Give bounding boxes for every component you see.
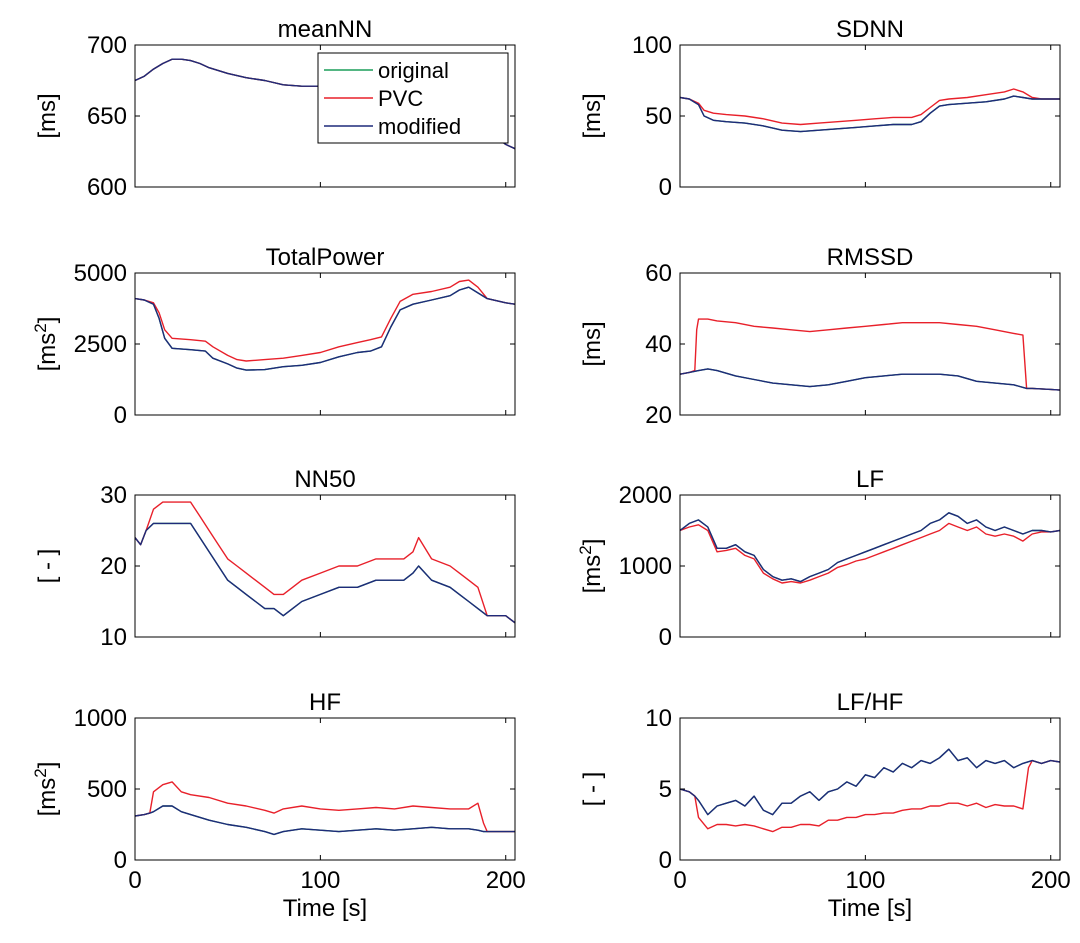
y-tick-label: 1000	[619, 553, 672, 580]
series-line-modified	[135, 286, 515, 371]
x-tick-label: 100	[845, 867, 885, 894]
x-tick-label: 200	[486, 867, 526, 894]
series-line-original	[135, 286, 515, 371]
y-tick-label: 0	[114, 847, 127, 874]
series-group	[680, 512, 1060, 584]
series-line-modified	[680, 368, 1060, 391]
series-line-original	[680, 748, 1060, 816]
y-axis-label: [ms]	[579, 321, 606, 366]
series-group	[135, 279, 515, 371]
x-tick-label: 0	[128, 867, 141, 894]
y-tick-label: 50	[645, 103, 672, 130]
y-axis-label: [ms]	[579, 93, 606, 138]
y-tick-label: 0	[114, 402, 127, 429]
legend-entry: modified	[378, 114, 461, 139]
x-tick-label: 0	[673, 867, 686, 894]
subplot-title: SDNN	[836, 16, 904, 43]
x-tick-label: 200	[1031, 867, 1071, 894]
series-group	[135, 501, 515, 624]
y-tick-label: 500	[87, 776, 127, 803]
series-line-original	[680, 368, 1060, 391]
series-line-pvc	[680, 759, 1060, 833]
y-tick-label: 700	[87, 32, 127, 59]
legend: original PVC modified	[317, 52, 509, 144]
y-tick-label: 2500	[74, 331, 127, 358]
series-line-modified	[680, 748, 1060, 816]
y-axis-label: [ - ]	[579, 772, 606, 807]
series-line-pvc	[135, 501, 515, 624]
y-tick-label: 20	[645, 402, 672, 429]
subplot-lf: 0 1000 2000 LF [ms2]	[576, 466, 1061, 651]
series-group	[680, 318, 1060, 391]
legend-entry: original	[378, 58, 449, 83]
subplot-rmssd: 20 40 60 RMSSD [ms]	[579, 244, 1061, 429]
subplot-hf: 0 500 1000 0 100 200 HF [ms2] Time [s]	[31, 689, 526, 922]
x-axis-label: Time [s]	[828, 895, 912, 922]
series-group	[680, 88, 1060, 133]
axes-box	[134, 272, 516, 416]
series-line-original	[680, 512, 1060, 583]
subplot-title: HF	[309, 689, 341, 716]
subplot-title: RMSSD	[827, 244, 914, 271]
y-axis-label: [ms2]	[31, 762, 62, 817]
subplot-title: LF/HF	[837, 689, 904, 716]
series-group	[680, 748, 1060, 833]
axes-box	[679, 494, 1061, 638]
series-line-modified	[135, 805, 515, 836]
x-tick-label: 100	[300, 867, 340, 894]
y-tick-label: 30	[100, 482, 127, 509]
y-tick-label: 0	[659, 847, 672, 874]
legend-entry: PVC	[378, 86, 423, 111]
series-line-pvc	[135, 781, 515, 833]
y-tick-label: 40	[645, 331, 672, 358]
axes-box	[134, 717, 516, 861]
subplot-title: NN50	[294, 466, 355, 493]
y-axis-label: [ - ]	[34, 549, 61, 584]
y-tick-label: 0	[659, 174, 672, 201]
y-tick-label: 20	[100, 553, 127, 580]
y-tick-label: 5000	[74, 260, 127, 287]
series-group	[135, 781, 515, 836]
y-axis-label: [ms]	[34, 93, 61, 138]
y-tick-label: 0	[659, 624, 672, 651]
series-line-pvc	[680, 318, 1060, 391]
series-line-modified	[680, 512, 1060, 583]
axes-box	[679, 272, 1061, 416]
y-tick-label: 5	[659, 776, 672, 803]
series-line-pvc	[680, 88, 1060, 126]
y-tick-label: 100	[632, 32, 672, 59]
series-line-modified	[135, 522, 515, 624]
axes-box	[134, 494, 516, 638]
series-line-pvc	[135, 279, 515, 362]
subplot-sdnn: 0 50 100 SDNN [ms]	[579, 16, 1061, 201]
x-axis-label: Time [s]	[283, 895, 367, 922]
series-line-modified	[680, 95, 1060, 133]
y-tick-label: 650	[87, 103, 127, 130]
subplot-totalpower: 0 2500 5000 TotalPower [ms2]	[31, 244, 516, 429]
subplot-nn50: 10 20 30 NN50 [ - ]	[34, 466, 516, 651]
subplot-title: meanNN	[278, 16, 373, 43]
subplot-meannn: 600 650 700 meanNN [ms] original PVC modified	[34, 16, 516, 201]
y-tick-label: 10	[100, 624, 127, 651]
y-axis-label: [ms2]	[576, 539, 607, 594]
subplot-title: TotalPower	[266, 244, 385, 271]
y-tick-label: 1000	[74, 705, 127, 732]
y-axis-label: [ms2]	[31, 317, 62, 372]
axes-box	[679, 717, 1061, 861]
y-tick-label: 600	[87, 174, 127, 201]
y-tick-label: 2000	[619, 482, 672, 509]
y-tick-label: 60	[645, 260, 672, 287]
series-line-pvc	[680, 522, 1060, 584]
series-line-original	[135, 522, 515, 624]
y-tick-label: 10	[645, 705, 672, 732]
subplot-title: LF	[856, 466, 884, 493]
